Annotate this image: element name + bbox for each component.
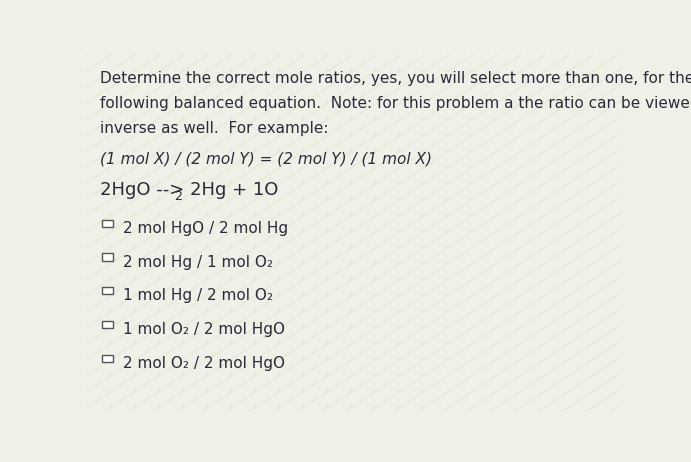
Text: following balanced equation.  Note: for this problem a the ratio can be viewed a: following balanced equation. Note: for t… (100, 97, 691, 111)
Text: 2 mol HgO / 2 mol Hg: 2 mol HgO / 2 mol Hg (123, 221, 288, 236)
Bar (102, 287, 113, 294)
Text: inverse as well.  For example:: inverse as well. For example: (100, 121, 328, 136)
Text: 2HgO --> 2Hg + 1O: 2HgO --> 2Hg + 1O (100, 181, 278, 199)
Text: 2 mol O₂ / 2 mol HgO: 2 mol O₂ / 2 mol HgO (123, 356, 285, 371)
Text: 1 mol O₂ / 2 mol HgO: 1 mol O₂ / 2 mol HgO (123, 322, 285, 337)
Text: 2: 2 (174, 189, 182, 202)
Text: (1 mol X) / (2 mol Y) = (2 mol Y) / (1 mol X): (1 mol X) / (2 mol Y) = (2 mol Y) / (1 m… (100, 152, 432, 166)
Bar (102, 219, 113, 227)
Bar (102, 321, 113, 328)
Text: 1 mol Hg / 2 mol O₂: 1 mol Hg / 2 mol O₂ (123, 288, 273, 304)
Bar (102, 253, 113, 261)
Text: Determine the correct mole ratios, yes, you will select more than one, for the: Determine the correct mole ratios, yes, … (100, 72, 691, 86)
Bar (102, 355, 113, 362)
Text: 2 mol Hg / 1 mol O₂: 2 mol Hg / 1 mol O₂ (123, 255, 273, 270)
